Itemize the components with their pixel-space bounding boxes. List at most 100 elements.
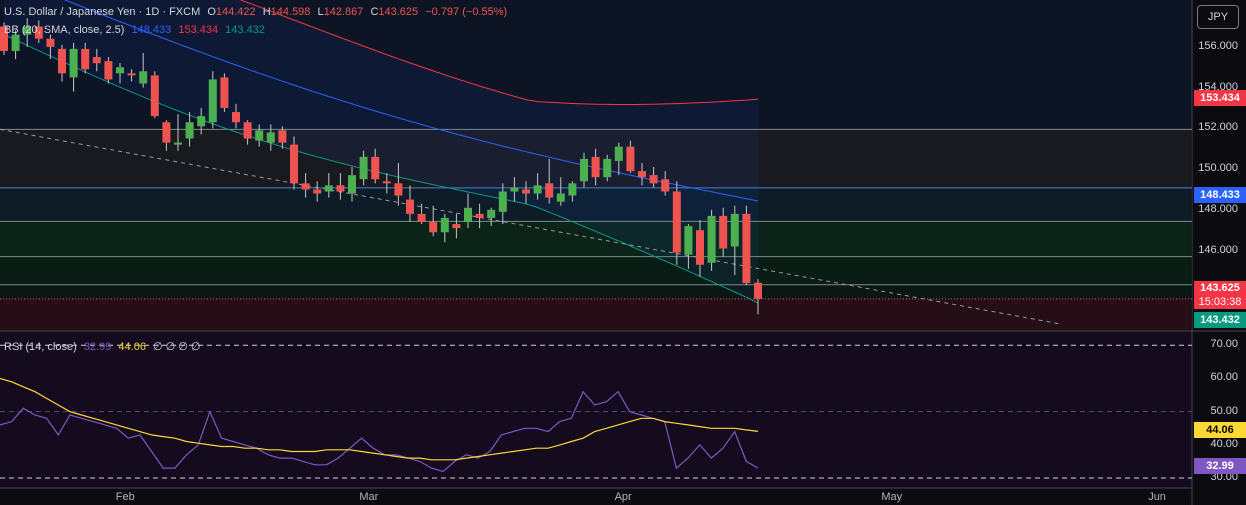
candle-body [11, 34, 20, 51]
candle-body [313, 189, 322, 194]
rsi-tick: 70.00 [1210, 338, 1238, 351]
candle-body [672, 191, 681, 253]
candle-body [452, 224, 461, 229]
rsi-line [0, 390, 759, 473]
symbol-legend: U.S. Dollar / Japanese Yen · 1D · FXCM O… [4, 6, 511, 18]
time-tick: Feb [115, 491, 135, 503]
candle-body [487, 209, 496, 218]
candle-body [139, 71, 148, 84]
candle-body [0, 26, 8, 51]
rsi-label: RSI (14, close) [4, 341, 77, 353]
candle-body [255, 130, 264, 141]
bb-upper-value: 153.434 [178, 24, 219, 36]
candle-body [220, 77, 229, 108]
candle-body [429, 222, 438, 233]
currency-selector[interactable]: JPY [1197, 5, 1239, 29]
bb-lower-value: 143.432 [225, 24, 265, 36]
open-value: 144.422 [215, 6, 256, 18]
candle-body [475, 213, 484, 218]
rsi-ma-value: 44.06 [118, 341, 146, 353]
candle-body [440, 217, 449, 233]
candle-body [69, 48, 78, 78]
bb-basis-price-label: 148.433 [1194, 187, 1246, 203]
candle-body [232, 112, 240, 123]
candle-body [301, 183, 310, 190]
rsi-tick: 50.00 [1210, 404, 1238, 417]
close-label: C [370, 6, 379, 18]
price-tick: 148.000 [1198, 202, 1238, 215]
level-zone [0, 187, 1192, 222]
rsi-ma-axis-label: 44.06 [1194, 422, 1246, 438]
candle-body [104, 61, 113, 80]
candle-body [81, 48, 90, 70]
candle-body [58, 48, 66, 74]
bb-band-fill [4, 0, 758, 303]
candle-body [754, 282, 762, 299]
low-value: 142.867 [323, 6, 364, 18]
symbol-name: U.S. Dollar / Japanese Yen · 1D · FXCM [4, 6, 201, 18]
high-value: 144.598 [270, 6, 311, 18]
rsi-tick: 60.00 [1210, 371, 1238, 384]
candle-body [324, 185, 333, 192]
candle-body [290, 144, 298, 184]
candle-body [371, 156, 380, 180]
candle-body [348, 175, 356, 194]
candle-body [626, 146, 635, 172]
candle-body [568, 183, 577, 196]
change-value: −0.797 (−0.55%) [425, 6, 508, 18]
bb-legend[interactable]: BB (20, SMA, close, 2.5) 148.433 153.434… [4, 24, 269, 36]
bb-basis-value: 148.433 [131, 24, 172, 36]
bb-lower-line [3, 34, 759, 304]
candle-body [394, 183, 403, 196]
candle-body [197, 116, 206, 127]
last-price-value: 143.625 [1200, 282, 1240, 294]
candle-body [185, 122, 194, 139]
candle-body [638, 171, 646, 178]
candle-body [464, 207, 472, 223]
candle-body [417, 213, 426, 223]
time-tick: Mar [359, 491, 379, 503]
low-label: L [317, 6, 324, 18]
candle-body [684, 226, 693, 255]
level-zone [0, 284, 1192, 299]
rsi-extra-values: ∅ ∅ ∅ ∅ [153, 341, 201, 353]
candle-body [208, 79, 217, 123]
price-tick: 146.000 [1198, 243, 1238, 256]
time-tick: Jun [1148, 491, 1166, 503]
bb-lower-price-label: 143.432 [1194, 312, 1246, 328]
candle-body [522, 189, 530, 194]
candle-body [34, 26, 43, 39]
level-zone [0, 256, 1192, 285]
candle-body [278, 130, 287, 143]
candle-body [696, 230, 704, 265]
candle-body [603, 158, 612, 178]
time-tick: May [881, 491, 903, 503]
level-zone [0, 221, 1192, 257]
candle-body [545, 183, 554, 198]
candle-body [510, 187, 519, 192]
bar-countdown: 15:03:38 [1198, 296, 1242, 308]
candle-body [92, 57, 101, 64]
candle-body [719, 215, 728, 249]
candle-body [266, 132, 275, 143]
candle-body [174, 142, 182, 145]
candle-body [614, 146, 623, 161]
rsi-legend[interactable]: RSI (14, close) 32.99 44.06 ∅ ∅ ∅ ∅ [4, 340, 205, 353]
candle-body [556, 193, 565, 202]
price-tick: 150.000 [1198, 162, 1238, 175]
candle-body [382, 181, 391, 184]
price-tick: 154.000 [1198, 80, 1238, 93]
candle-body [707, 215, 716, 263]
candle-body [580, 158, 588, 182]
candle-body [661, 179, 670, 192]
rsi-pane-bg [0, 332, 1192, 488]
candle-body [162, 122, 171, 143]
high-label: H [262, 6, 271, 18]
candle-body [533, 185, 542, 194]
candle-body [742, 213, 751, 284]
candle-body [127, 73, 136, 76]
rsi-tick: 40.00 [1210, 437, 1238, 450]
bb-basis-line [63, 0, 759, 202]
